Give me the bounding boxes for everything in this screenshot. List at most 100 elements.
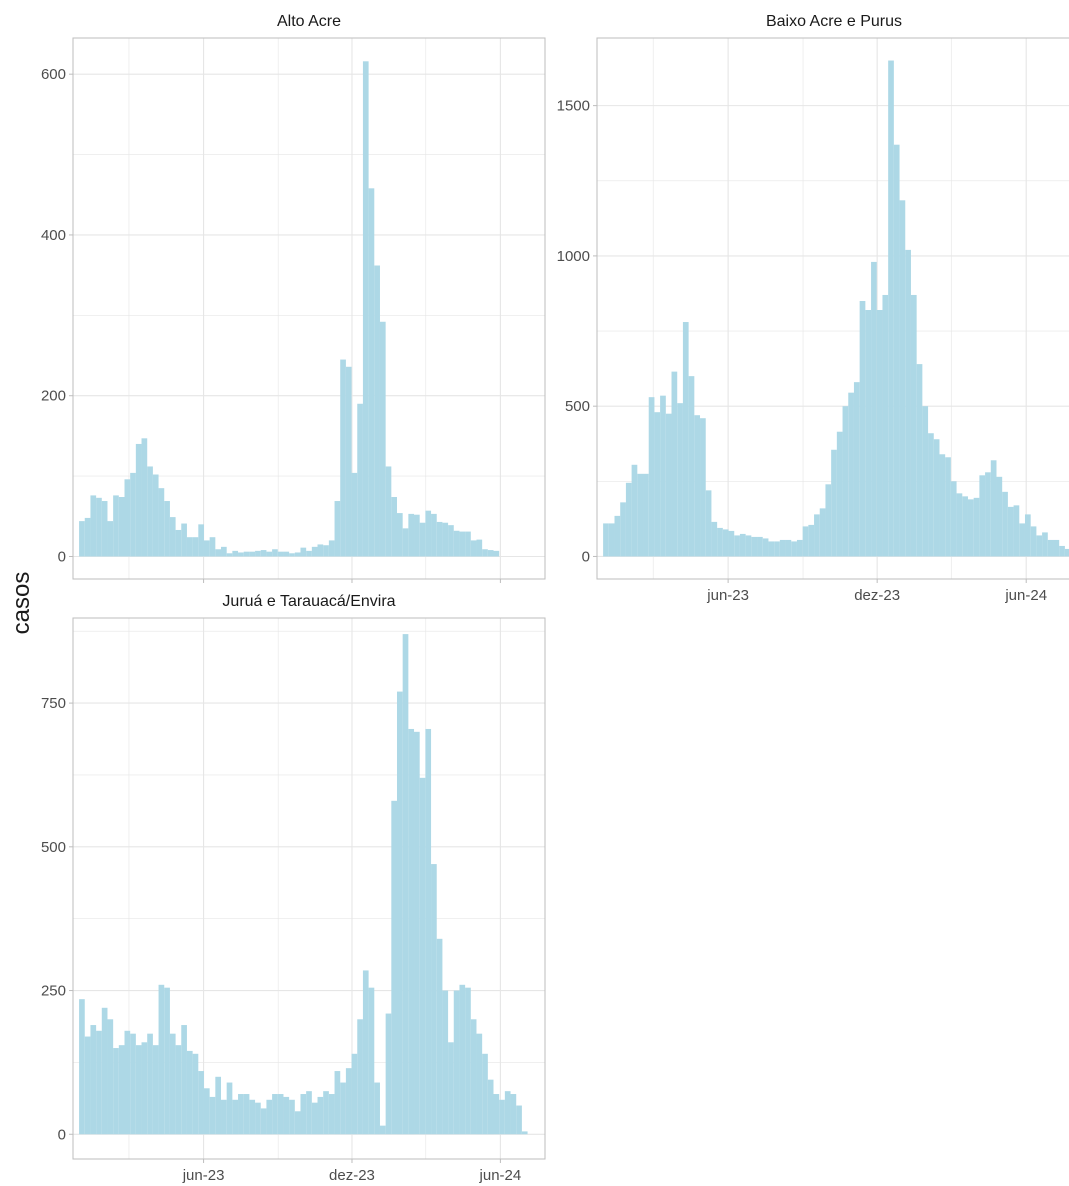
bar (893, 144, 900, 557)
bar (141, 438, 148, 557)
bar (774, 541, 780, 557)
bar (814, 514, 820, 557)
bar (825, 484, 832, 557)
bar (368, 188, 375, 557)
bar (493, 550, 500, 557)
panel-1: Alto Acre 0 200 400 600 (41, 13, 546, 583)
y-tick-label: 200 (41, 388, 66, 405)
bar (620, 502, 626, 557)
bar (442, 990, 449, 1135)
y-axis-title: casos (8, 572, 35, 635)
bar (181, 523, 187, 557)
y-tick-label: 600 (41, 66, 66, 83)
bar (238, 552, 244, 557)
bar (419, 522, 426, 557)
x-tick-label: jun-23 (706, 587, 749, 604)
bar (751, 536, 758, 557)
bar (266, 551, 273, 557)
bar (249, 1099, 256, 1135)
bar (648, 397, 655, 557)
bar (101, 501, 108, 557)
bar (215, 549, 222, 557)
bar (272, 1094, 278, 1135)
bar (637, 473, 644, 557)
bar (317, 544, 324, 557)
bar (831, 449, 837, 557)
y-tick-label: 400 (41, 227, 66, 244)
bar (453, 990, 460, 1135)
bar (448, 1042, 454, 1135)
panel-title: Baixo Acre e Purus (766, 13, 902, 30)
bar (396, 691, 403, 1135)
bar (1053, 539, 1060, 557)
bar (734, 535, 740, 557)
bar (1047, 539, 1054, 557)
bar (232, 550, 239, 557)
bar (79, 521, 85, 557)
bar (928, 433, 934, 557)
bar (785, 539, 792, 557)
bar (871, 261, 877, 557)
bar (705, 490, 712, 557)
bar (654, 412, 661, 557)
bar (357, 1019, 363, 1135)
bar (722, 529, 729, 557)
bar (277, 551, 284, 557)
bar (334, 1071, 341, 1135)
bar (238, 1094, 244, 1135)
x-tick-label: dez-23 (329, 1167, 375, 1184)
bar (482, 1053, 488, 1135)
bar (289, 1099, 295, 1135)
bar (865, 310, 872, 557)
bar (436, 938, 443, 1135)
bar (175, 529, 182, 557)
bar (493, 1094, 500, 1135)
bar (768, 541, 775, 557)
y-tick-label: 1500 (557, 98, 590, 115)
bar (465, 531, 471, 557)
bar (836, 431, 843, 557)
bar (448, 525, 454, 557)
bar (96, 497, 102, 557)
bar (96, 1030, 102, 1135)
bar (665, 413, 672, 557)
bar (677, 403, 683, 557)
bar (130, 472, 136, 557)
bar (323, 545, 329, 557)
panel-border (596, 37, 1069, 580)
bar (221, 1099, 227, 1135)
y-tick-label: 500 (41, 839, 66, 856)
bar (916, 364, 923, 557)
panel-border (72, 37, 546, 580)
bar (283, 1096, 290, 1135)
bar (1042, 532, 1048, 557)
bar (402, 634, 409, 1135)
bar (374, 265, 380, 557)
bar (147, 1033, 153, 1135)
bar (243, 1094, 250, 1135)
bar (323, 1091, 329, 1135)
bar (345, 1068, 352, 1135)
bar (107, 521, 114, 557)
bar (135, 1045, 142, 1135)
bar (311, 546, 318, 557)
bar (476, 539, 483, 557)
bar (186, 537, 193, 557)
bar (130, 1033, 136, 1135)
x-tick-label: dez-23 (854, 587, 900, 604)
bar (226, 1082, 233, 1135)
bar (90, 495, 97, 557)
bar (255, 1102, 261, 1135)
bar (643, 473, 649, 557)
bar (888, 60, 894, 557)
bar (476, 1033, 483, 1135)
bar (728, 530, 735, 557)
bar (209, 537, 216, 557)
bar (711, 521, 718, 557)
bar (198, 524, 204, 557)
bar (848, 392, 854, 557)
bar (118, 1045, 125, 1135)
bar (141, 1042, 148, 1135)
bar (198, 1071, 204, 1135)
